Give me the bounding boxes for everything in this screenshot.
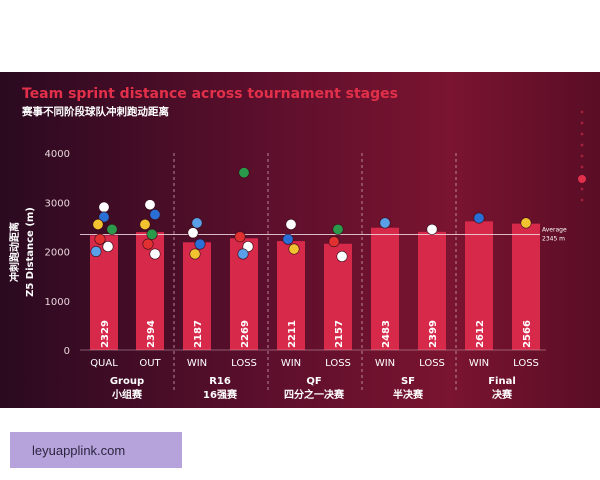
team-flag-icon — [379, 217, 391, 229]
team-flag-icon — [149, 248, 161, 260]
group-label-zh: 决赛 — [492, 388, 513, 401]
decor-dot-large — [578, 175, 586, 183]
decor-dot — [580, 154, 584, 158]
chart-subtitle: 赛事不同阶段球队冲刺跑动距离 — [22, 106, 169, 118]
chart-title: Team sprint distance across tournament s… — [22, 86, 398, 102]
x-tick-label: WIN — [187, 358, 207, 369]
decor-dot — [580, 110, 584, 114]
decor-dot — [580, 187, 584, 191]
watermark-banner: leyuapplink.com — [10, 432, 182, 468]
chart-svg: 冲刺跑动距离 Z5 Distance (m) 0 1000 2000 3000 4000 23… — [8, 110, 586, 401]
bar — [418, 231, 446, 350]
bar — [371, 227, 399, 350]
decor-dot — [580, 165, 584, 169]
team-flag-icon — [149, 209, 161, 221]
group-label: QF — [306, 376, 321, 387]
y-tick-label: 0 — [64, 346, 70, 357]
team-flag-icon — [102, 241, 114, 253]
bar — [465, 221, 493, 350]
average-value-label: 2345 m — [542, 236, 565, 243]
team-flag-icon — [285, 218, 297, 230]
group-label-zh: 半决赛 — [393, 388, 424, 401]
team-flag-icon — [191, 217, 203, 229]
x-tick-label: LOSS — [325, 358, 351, 369]
team-flag-icon — [237, 248, 249, 260]
team-flag-icon — [106, 223, 118, 235]
x-tick-label: QUAL — [90, 358, 118, 369]
team-flag-icon — [139, 218, 151, 230]
team-flag-icon — [90, 246, 102, 258]
x-tick-label: OUT — [139, 358, 161, 369]
bar-value-label: 2157 — [334, 320, 345, 348]
group-label-zh: 16强赛 — [203, 388, 238, 401]
team-flag-icon — [282, 233, 294, 245]
y-tick-label: 1000 — [45, 297, 70, 308]
bar-value-label: 2566 — [522, 320, 533, 348]
team-flag-icon — [187, 227, 199, 239]
y-axis-title-en: Z5 Distance (m) — [25, 207, 36, 297]
group-label: Group — [110, 376, 144, 387]
team-flag-icon — [288, 243, 300, 255]
bar-value-label: 2483 — [381, 320, 392, 348]
team-flag-icon — [328, 236, 340, 248]
team-flag-icon — [98, 211, 110, 223]
x-tick-label: LOSS — [231, 358, 257, 369]
team-flag-icon — [520, 217, 532, 229]
team-flag-icon — [146, 228, 158, 240]
team-flag-icon — [144, 199, 156, 211]
team-flag-icon — [234, 231, 246, 243]
decor-dot — [580, 121, 584, 125]
decor-dot — [580, 132, 584, 136]
group-label-zh: 小组赛 — [111, 388, 143, 401]
average-label: Average — [542, 227, 567, 234]
bar-value-label: 2187 — [193, 320, 204, 348]
bar-value-label: 2329 — [100, 320, 111, 348]
group-label: R16 — [209, 376, 231, 387]
x-tick-label: WIN — [281, 358, 301, 369]
bar — [324, 243, 352, 350]
chart-panel: 冲刺跑动距离 Z5 Distance (m) 0 1000 2000 3000 4000 23… — [0, 72, 600, 408]
x-tick-label: LOSS — [419, 358, 445, 369]
team-flag-icon — [426, 223, 438, 235]
group-label: Final — [488, 376, 516, 387]
bar — [512, 223, 540, 350]
y-tick-label: 3000 — [45, 198, 70, 209]
team-flag-icon — [142, 238, 154, 250]
x-tick-label: LOSS — [513, 358, 539, 369]
y-tick-label: 4000 — [45, 149, 70, 160]
group-label: SF — [401, 376, 415, 387]
bar-value-label: 2612 — [475, 320, 486, 348]
team-flag-icon — [194, 238, 206, 250]
bar-value-label: 2211 — [287, 320, 298, 348]
team-flag-icon — [94, 233, 106, 245]
team-flag-icon — [473, 212, 485, 224]
team-flag-icon — [92, 218, 104, 230]
bar — [183, 242, 211, 350]
y-axis-title-zh: 冲刺跑动距离 — [8, 222, 21, 282]
bar — [277, 241, 305, 350]
team-flag-icon — [336, 250, 348, 262]
team-flag-icon — [98, 201, 110, 213]
bar-value-label: 2269 — [240, 320, 251, 348]
x-tick-label: WIN — [469, 358, 489, 369]
team-flag-icon — [332, 223, 344, 235]
bar-value-label: 2394 — [146, 320, 157, 348]
team-flag-icon — [238, 167, 250, 179]
bar-value-label: 2399 — [428, 320, 439, 348]
x-tick-label: WIN — [375, 358, 395, 369]
decor-dot — [580, 198, 584, 202]
decor-dot — [580, 143, 584, 147]
team-flag-icon — [189, 248, 201, 260]
group-label-zh: 四分之一决赛 — [284, 388, 345, 401]
y-tick-label: 2000 — [45, 248, 70, 259]
